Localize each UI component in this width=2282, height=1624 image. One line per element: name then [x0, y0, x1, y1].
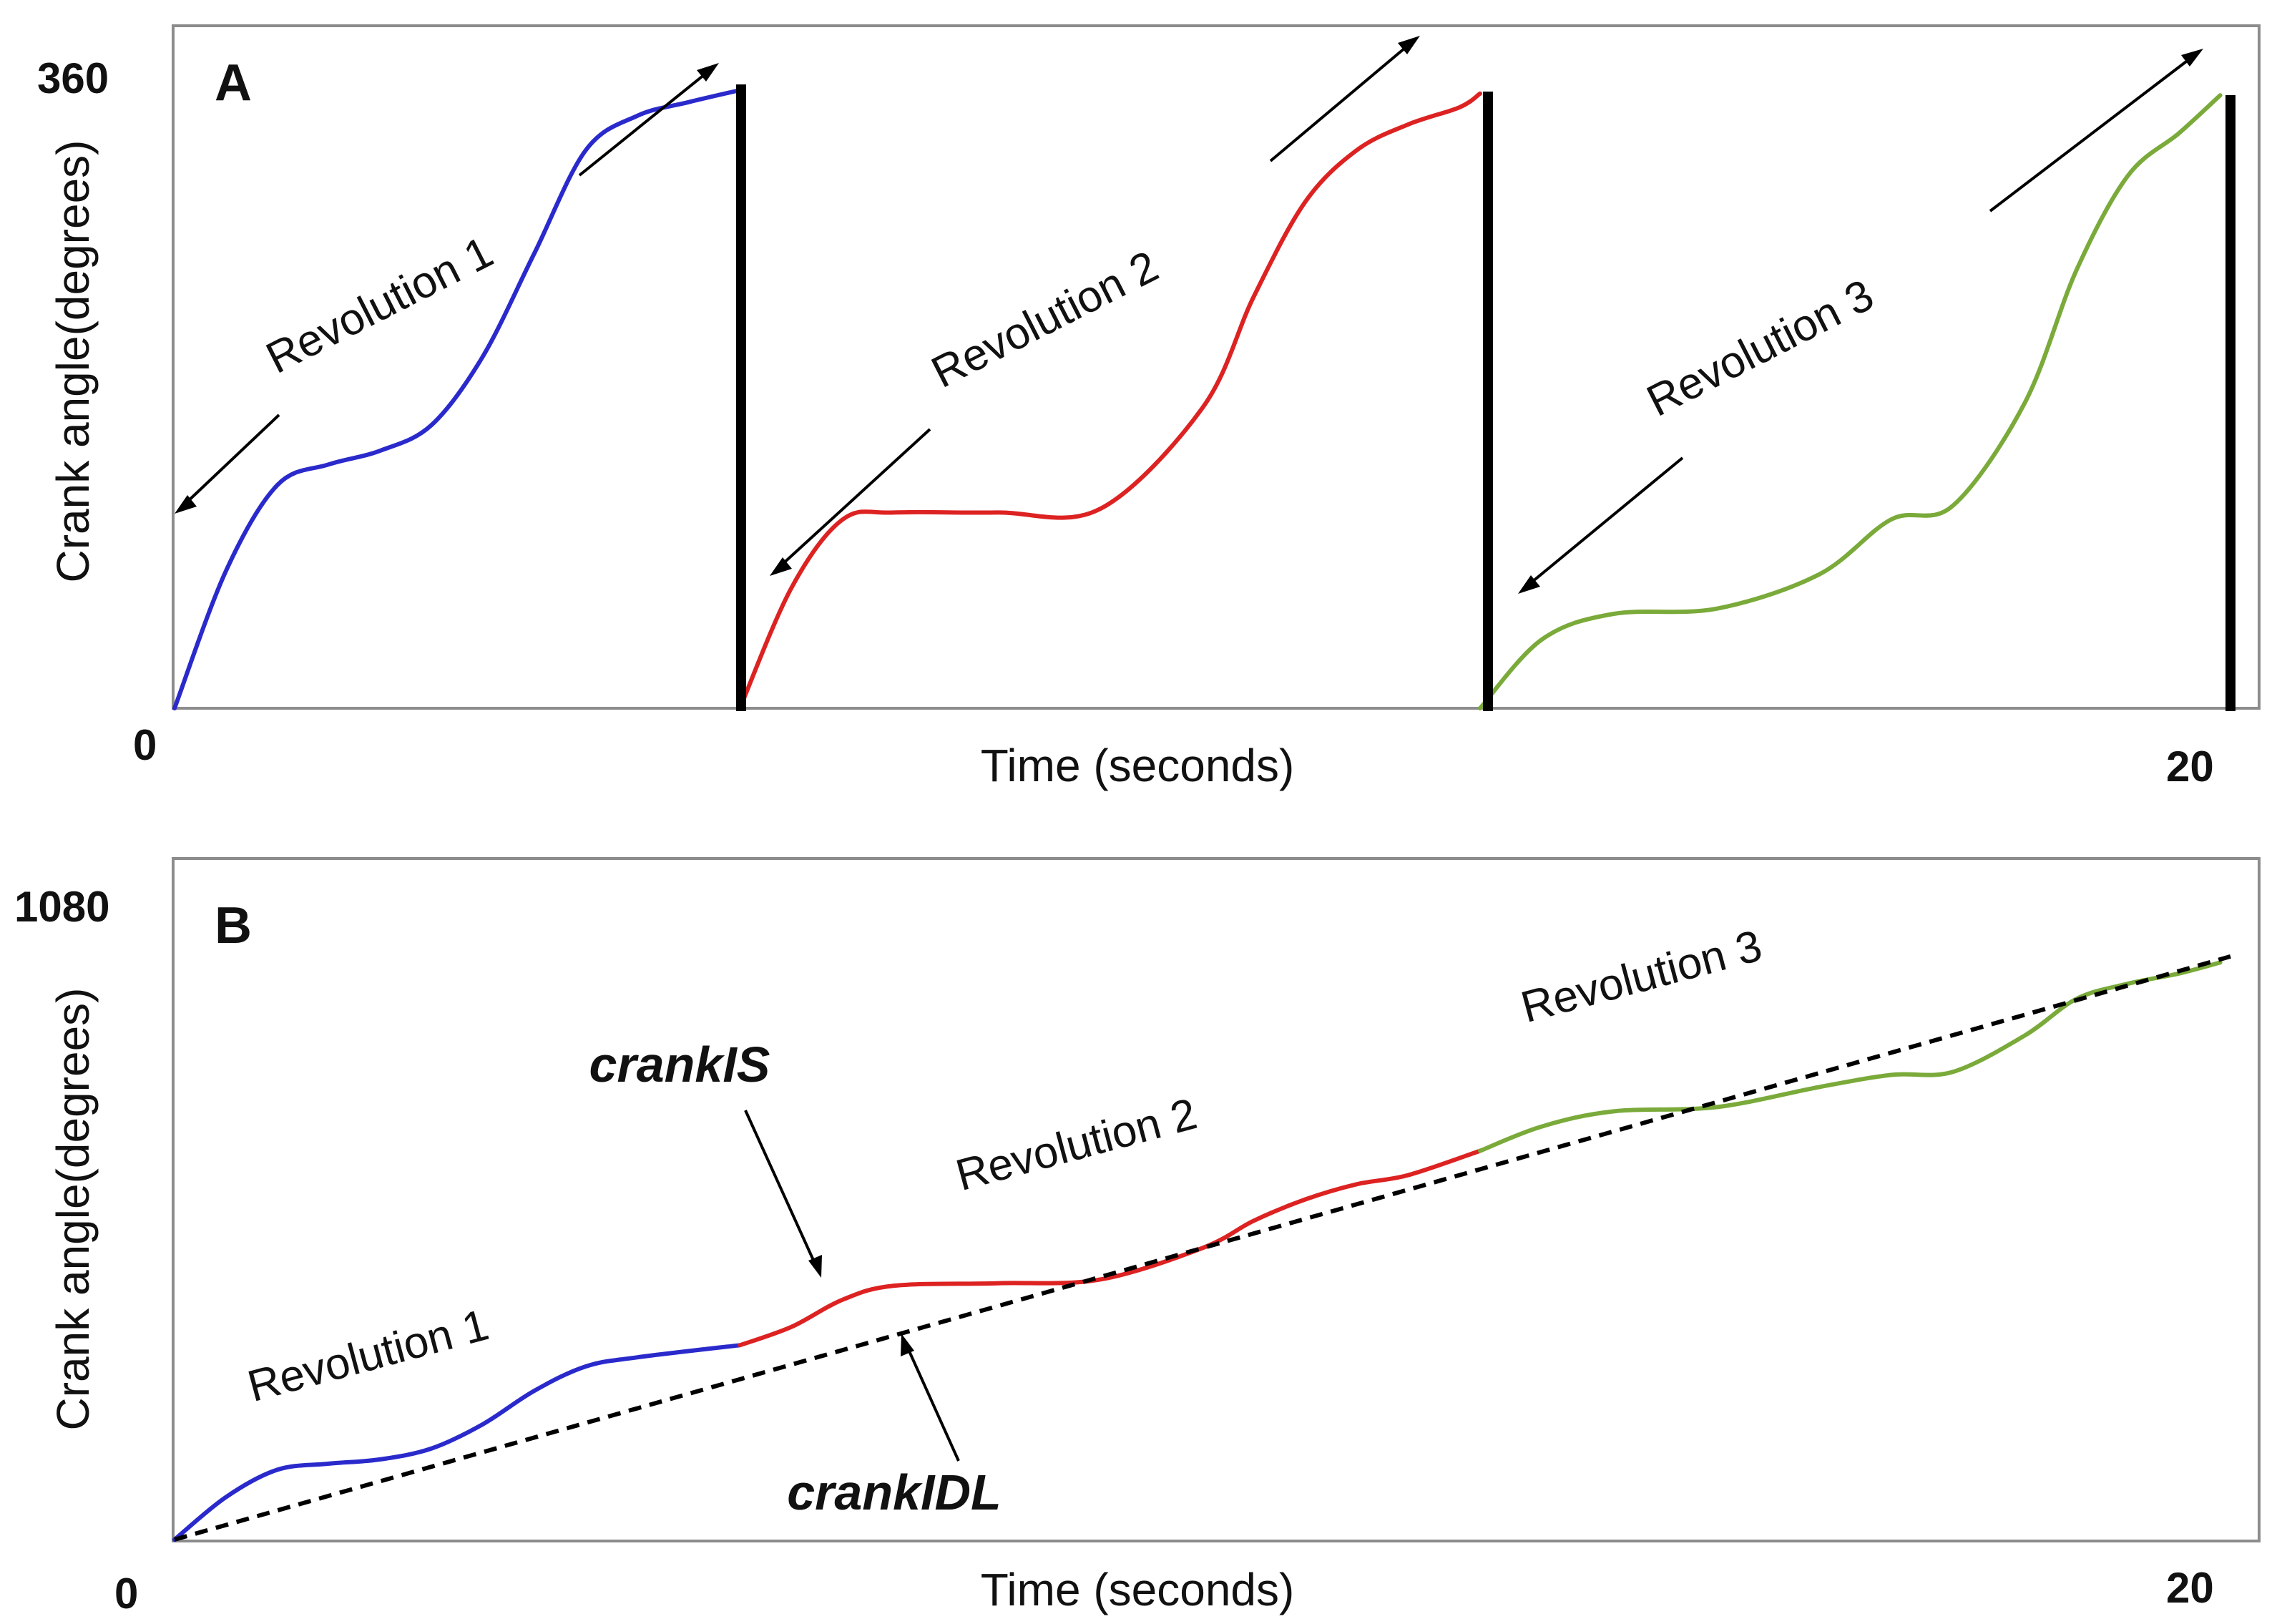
panel-b-x-axis-label: Time (seconds) — [981, 1564, 1295, 1615]
panel-b: B 1080 0 20 Time (seconds) Crank angle(d… — [14, 857, 2261, 1618]
panel-a-x-tick-max: 20 — [2166, 743, 2214, 791]
panel-b-line-crankidl — [174, 954, 2231, 1542]
panel-a-arrowhead-rev1-end — [697, 63, 719, 82]
panel-a-line-revolution-3 — [1478, 93, 2223, 710]
panel-a-frame — [172, 24, 2261, 710]
panel-b-frame — [172, 857, 2261, 1542]
panel-a-arrow-rev1-start — [183, 414, 280, 506]
panel-a-arrow-rev2-start — [778, 428, 931, 568]
panel-b-arrow-crankis — [744, 1110, 817, 1266]
panel-b-arrowhead-crankis — [808, 1255, 822, 1278]
panel-a-y-tick-max: 360 — [37, 54, 109, 102]
panel-b-y-axis-label: Crank angle(degrees) — [47, 988, 99, 1431]
panel-a-arrowhead-rev2-start — [770, 557, 792, 576]
panel-a-arrowhead-rev3-end — [2181, 49, 2203, 67]
panel-b-label-crankidl: crankIDL — [787, 1464, 1002, 1520]
panel-a-line-revolution-2 — [738, 91, 1482, 710]
panel-b-y-tick-max: 1080 — [14, 883, 109, 931]
panel-a-x-tick-min: 0 — [133, 721, 157, 769]
panel-a-arrow-rev2-end — [1269, 43, 1411, 162]
panel-a-span-arrows — [175, 36, 2203, 594]
panel-b-arrowhead-crankidl — [901, 1334, 914, 1356]
panel-b-line-revolution-1 — [172, 1343, 743, 1542]
panel-b-x-tick-min: 0 — [114, 1570, 138, 1618]
panel-a-line-revolution-1 — [172, 88, 743, 710]
panel-a-arrowhead-rev1-start — [175, 495, 197, 514]
panel-a-letter: A — [215, 54, 252, 112]
panel-b-series — [172, 954, 2231, 1542]
panel-b-line-revolution-2 — [738, 1148, 1482, 1348]
panel-a-y-axis-label: Crank angle(degrees) — [47, 140, 99, 583]
panel-a-arrow-rev3-start — [1527, 456, 1684, 587]
panel-b-x-tick-max: 20 — [2166, 1564, 2214, 1612]
panel-a-arrowhead-rev2-end — [1398, 36, 1420, 54]
panel-a-arrowhead-rev3-start — [1518, 575, 1540, 594]
panel-a-series — [172, 88, 2223, 710]
panel-a-arrow-rev1-end — [578, 70, 710, 177]
panel-b-arrow-crankidl — [906, 1346, 960, 1462]
panel-b-letter: B — [215, 897, 252, 954]
panel-a-x-axis-label: Time (seconds) — [981, 740, 1295, 791]
panel-a: A 360 0 20 Time (seconds) Crank angle(de… — [37, 24, 2261, 791]
panel-a-arrow-rev3-end — [1989, 56, 2193, 212]
panel-b-label-crankis: crankIS — [589, 1037, 770, 1092]
